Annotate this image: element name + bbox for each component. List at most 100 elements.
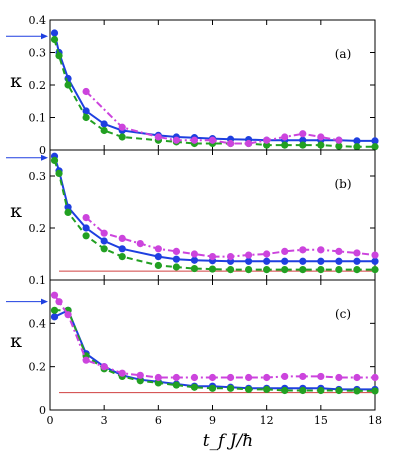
data-point bbox=[299, 386, 307, 395]
y-axis-label: κ bbox=[10, 70, 22, 92]
data-point bbox=[136, 377, 144, 385]
data-point bbox=[281, 141, 289, 149]
data-point bbox=[317, 141, 325, 149]
data-point bbox=[371, 143, 379, 151]
data-point bbox=[317, 133, 325, 141]
data-point bbox=[263, 136, 271, 144]
data-point bbox=[208, 136, 217, 144]
y-tick-label: 0.1 bbox=[29, 274, 47, 287]
data-point bbox=[50, 291, 59, 299]
data-point bbox=[245, 139, 253, 148]
y-tick-label: 0.2 bbox=[29, 79, 47, 92]
data-point bbox=[317, 257, 325, 265]
data-point bbox=[299, 130, 307, 138]
data-point bbox=[154, 373, 162, 382]
data-point bbox=[154, 253, 162, 261]
y-tick-label: 0.3 bbox=[29, 170, 47, 183]
data-point bbox=[335, 136, 343, 144]
data-point bbox=[136, 371, 144, 379]
data-point bbox=[100, 363, 108, 371]
panel-1: 0.1 0.2 0.3 κ (b) bbox=[6, 149, 379, 287]
data-point bbox=[154, 133, 162, 141]
x-tick-label: 3 bbox=[101, 414, 108, 427]
data-point bbox=[335, 247, 343, 255]
data-point bbox=[353, 249, 361, 257]
data-point bbox=[281, 257, 289, 265]
data-point bbox=[172, 247, 180, 255]
data-point bbox=[82, 214, 90, 222]
data-point bbox=[154, 379, 162, 387]
arrow-head bbox=[41, 298, 48, 305]
data-point bbox=[154, 261, 162, 270]
panel-frame bbox=[49, 19, 376, 151]
data-point bbox=[245, 251, 253, 259]
data-point bbox=[50, 313, 59, 321]
data-point bbox=[353, 387, 361, 395]
data-point bbox=[226, 139, 235, 148]
data-point bbox=[172, 136, 180, 144]
data-point bbox=[263, 385, 271, 394]
x-tick-label: 12 bbox=[260, 414, 274, 427]
arrow-head bbox=[41, 33, 48, 40]
data-point bbox=[371, 266, 379, 274]
data-point bbox=[172, 381, 180, 389]
data-point bbox=[281, 247, 289, 255]
data-point bbox=[226, 384, 235, 392]
data-point bbox=[208, 265, 217, 273]
data-point bbox=[371, 137, 379, 145]
x-tick-label: 9 bbox=[209, 414, 216, 427]
data-point bbox=[299, 246, 307, 254]
data-point bbox=[335, 386, 343, 395]
data-point bbox=[190, 136, 199, 144]
x-tick-label: 0 bbox=[47, 414, 54, 427]
y-tick-label: 0 bbox=[39, 404, 46, 417]
y-tick-label: 0.3 bbox=[29, 47, 47, 60]
panel-2: 0 0.2 0.4 0 3 6 9 12 15 18 κ (c) bbox=[6, 279, 382, 427]
data-point bbox=[299, 257, 307, 265]
x-tick-label: 6 bbox=[155, 414, 162, 427]
data-point bbox=[190, 264, 199, 273]
data-point bbox=[55, 52, 63, 60]
data-point bbox=[353, 143, 361, 151]
data-point bbox=[190, 256, 199, 264]
data-point bbox=[118, 234, 126, 242]
data-point bbox=[118, 253, 126, 261]
data-point bbox=[50, 29, 59, 37]
data-point bbox=[190, 373, 199, 382]
data-point bbox=[281, 266, 289, 274]
y-tick-label: 0.2 bbox=[29, 222, 47, 235]
data-point bbox=[50, 306, 59, 314]
data-point bbox=[335, 266, 343, 274]
data-point bbox=[82, 232, 90, 240]
data-point bbox=[335, 373, 343, 382]
data-point bbox=[226, 373, 235, 382]
data-point bbox=[50, 156, 59, 164]
data-point bbox=[245, 257, 253, 265]
data-point bbox=[118, 123, 126, 131]
data-point bbox=[226, 266, 235, 274]
data-point bbox=[208, 384, 217, 392]
data-point bbox=[50, 35, 59, 44]
y-tick-label: 0.2 bbox=[29, 361, 47, 374]
data-point bbox=[64, 81, 72, 89]
data-point bbox=[118, 133, 126, 141]
data-point bbox=[55, 298, 63, 306]
data-point bbox=[335, 257, 343, 265]
data-point bbox=[299, 141, 307, 149]
data-point bbox=[353, 373, 361, 382]
data-point bbox=[64, 208, 72, 216]
data-point bbox=[64, 311, 72, 319]
data-point bbox=[335, 142, 343, 150]
data-point bbox=[245, 266, 253, 274]
data-point bbox=[82, 107, 90, 115]
data-point bbox=[208, 373, 217, 382]
data-point bbox=[55, 169, 63, 177]
series-line-1 bbox=[53, 160, 375, 271]
data-point bbox=[317, 386, 325, 395]
y-axis-label: κ bbox=[10, 330, 22, 352]
data-point bbox=[299, 372, 307, 381]
panel-0: 0 0.1 0.2 0.3 0.4 κ (a) bbox=[6, 14, 379, 157]
y-tick-label: 0 bbox=[39, 144, 46, 157]
